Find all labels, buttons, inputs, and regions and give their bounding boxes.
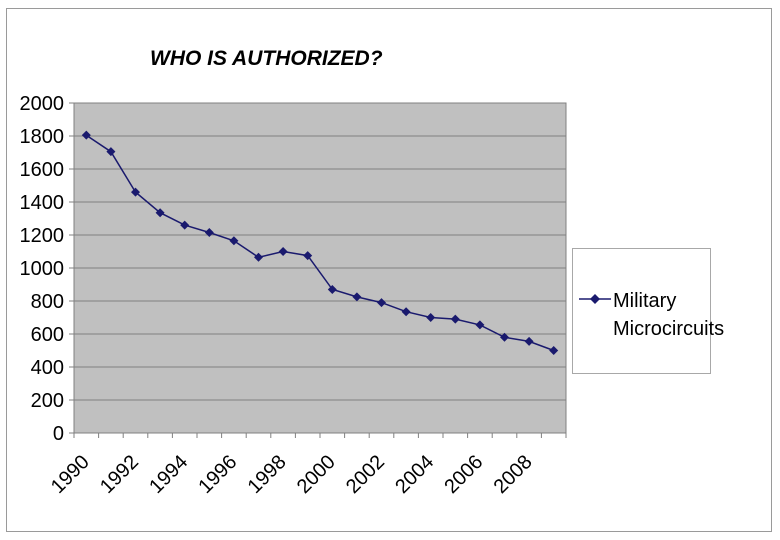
y-tick-label-200: 200 (31, 390, 64, 412)
x-tick-label-2002: 2002 (342, 451, 389, 498)
data-point-1993 (155, 208, 165, 218)
data-point-2001 (352, 292, 362, 302)
data-point-1991 (106, 147, 116, 157)
data-point-1995 (204, 228, 214, 238)
y-tick-label-1400: 1400 (20, 192, 65, 214)
data-point-2009 (549, 346, 559, 355)
data-point-2003 (401, 307, 411, 317)
data-point-2006 (475, 320, 485, 330)
x-tick-label-2006: 2006 (440, 451, 487, 498)
x-axis-ticks: 1990 1992 1994 1996 1998 2000 2002 2004 2006 2008 (47, 433, 567, 498)
data-point-1999 (303, 251, 313, 261)
legend-label-military-microcircuits: Military Microcircuits (613, 290, 725, 340)
y-axis-ticks: 0 200 400 600 800 1000 1200 1400 1600 1800 2000 (20, 93, 74, 445)
y-tick-label-1600: 1600 (20, 159, 65, 181)
data-point-2004 (426, 313, 436, 322)
y-tick-label-400: 400 (31, 357, 64, 379)
legend-marker (579, 294, 611, 304)
x-tick-label-1996: 1996 (194, 451, 241, 498)
x-tick-label-1990: 1990 (47, 451, 94, 498)
data-point-2007 (500, 332, 509, 342)
x-tick-label-1994: 1994 (145, 451, 192, 498)
y-tick-label-1000: 1000 (20, 258, 65, 280)
data-point-1990 (81, 130, 91, 140)
data-point-2000 (327, 284, 337, 294)
gridlines (74, 102, 566, 401)
y-tick-label-1800: 1800 (20, 126, 65, 148)
x-tick-label-1992: 1992 (96, 451, 143, 498)
data-point-1998 (278, 247, 288, 256)
data-point-2005 (450, 314, 460, 324)
x-tick-label-2008: 2008 (490, 451, 537, 498)
data-point-1992 (131, 187, 140, 197)
legend: Military Microcircuits (572, 248, 725, 374)
y-tick-label-1200: 1200 (20, 225, 65, 247)
y-tick-label-0: 0 (53, 423, 64, 445)
data-point-1997 (254, 252, 263, 262)
data-point-1996 (229, 236, 239, 246)
x-tick-label-1998: 1998 (244, 451, 291, 498)
series-group (81, 130, 559, 355)
x-tick-label-2004: 2004 (391, 451, 438, 498)
x-tick-label-2000: 2000 (293, 451, 340, 498)
data-point-2008 (524, 336, 534, 346)
y-tick-label-800: 800 (31, 291, 64, 313)
chart-title: WHO IS AUTHORIZED? (150, 47, 383, 70)
data-point-2002 (377, 298, 386, 308)
data-point-1994 (180, 220, 190, 230)
y-tick-label-600: 600 (31, 324, 64, 346)
y-tick-label-2000: 2000 (20, 93, 65, 115)
series-line-military-microcircuits (85, 134, 554, 352)
